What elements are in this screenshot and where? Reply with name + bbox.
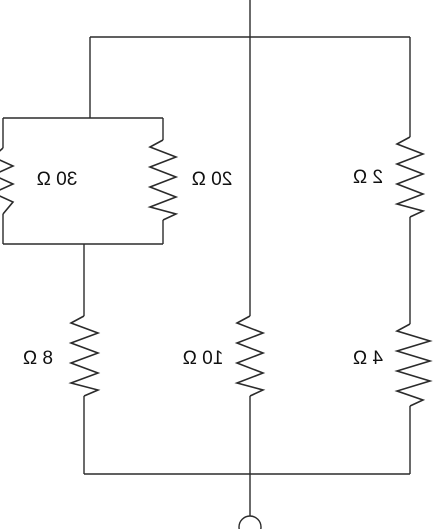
label-8-ohm: 8 Ω [23, 348, 53, 369]
resistor-4-ohm [394, 323, 433, 407]
label-10-ohm: 10 Ω [183, 348, 224, 369]
label-2-ohm: 2 Ω [353, 167, 383, 188]
resistor-30-ohm [0, 147, 15, 215]
resistor-8-ohm [68, 315, 101, 397]
resistor-10-ohm [234, 315, 266, 397]
label-4-ohm: 4 Ω [353, 348, 383, 369]
resistor-20-ohm [147, 139, 179, 221]
bottom-terminal-node [238, 515, 262, 529]
label-30-ohm: 30 Ω [37, 169, 78, 190]
resistor-2-ohm [394, 136, 426, 218]
label-20-ohm: 20 Ω [192, 169, 233, 190]
